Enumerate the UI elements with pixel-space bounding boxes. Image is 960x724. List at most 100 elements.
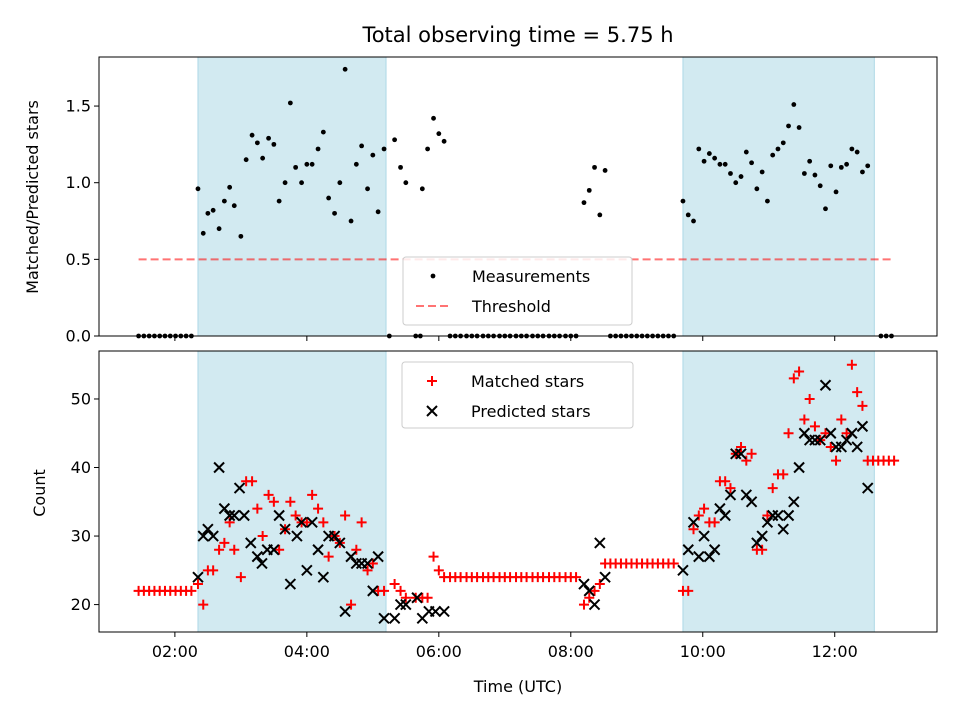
predicted-point [192,571,204,583]
matched-point [307,489,318,500]
matched-point [857,400,868,411]
measurement-point [728,171,733,176]
measurement-point [597,212,603,218]
matched-point [783,428,794,439]
predicted-point [388,612,401,625]
matched-point [219,537,230,548]
measurement-point [696,146,702,152]
predicted-point [777,523,789,535]
predicted-point [745,496,758,508]
predicted-point [740,489,753,501]
measurement-point [838,164,844,170]
measurement-point [254,140,260,146]
predicted-point [238,509,250,522]
predicted-point [372,550,384,563]
predicted-point [306,516,318,529]
measurement-point [765,198,770,204]
shaded-region [682,56,875,337]
x-tick-label: 08:00 [548,642,594,661]
x-tick-label: 10:00 [680,642,726,661]
measurement-point [586,187,592,193]
predicted-point [367,585,379,597]
measurement-point [823,206,828,212]
measurement-point [309,161,315,167]
measurement-point [759,169,765,175]
predicted-point [378,612,390,625]
predicted-point [708,544,721,556]
predicted-point [677,564,689,577]
measurement-point [205,210,211,216]
matched-point [825,441,836,452]
matched-point [846,359,857,370]
matched-point [578,599,589,610]
measurement-point [680,198,686,204]
predicted-point [361,557,374,570]
matched-point [668,558,679,569]
predicted-point [788,496,800,508]
predicted-point [394,598,407,611]
matched-point [831,455,842,466]
measurement-point [425,146,431,152]
matched-point [699,503,710,514]
measurement-point [249,132,255,138]
x-tick-label: 06:00 [416,642,462,661]
matched-point [186,585,197,596]
matched-point [720,476,731,487]
measurement-point [431,115,436,121]
measurement-point [353,161,359,167]
measurement-point [791,102,797,107]
predicted-point [228,509,240,522]
predicted-point [317,571,330,583]
measurement-point [365,186,370,192]
measurement-point [691,218,696,224]
predicted-point [835,441,848,453]
predicted-point [301,564,313,577]
measurement-point [833,189,839,195]
predicted-point [291,530,303,542]
matched-point [788,373,799,384]
measurement-point [403,180,409,186]
measurement-point [238,233,244,239]
matched-point [214,544,225,555]
shaded-region [682,350,875,633]
legend-box [402,256,633,326]
measurement-point [828,163,834,169]
predicted-point [429,605,442,618]
measurement-point [210,207,216,213]
predicted-point [856,420,869,433]
matched-point [841,428,852,439]
measurement-point [592,164,597,170]
predicted-point [599,571,611,583]
predicted-point [703,550,716,563]
predicted-point [279,523,291,535]
measurement-point [326,195,332,201]
measurement-point [320,129,326,135]
measurement-point [754,186,760,192]
y-tick-label: 20 [71,595,91,614]
matched-point [301,517,312,528]
predicted-point [862,482,874,494]
measurement-point [849,146,855,152]
matched-point [741,455,752,466]
matched-point [395,585,406,596]
matched-point [589,585,600,596]
predicted-point [251,550,264,563]
matched-point [683,585,694,596]
matched-point [274,544,285,555]
predicted-point [339,605,351,618]
measurement-point [260,155,266,161]
matched-point [804,393,815,404]
predicted-point [840,434,853,446]
predicted-point [814,434,826,446]
predicted-point [693,550,705,563]
predicted-point [268,544,280,556]
predicted-point [273,509,285,522]
measurement-point [227,184,233,190]
matched-point [192,579,203,590]
predicted-point [578,578,590,590]
measurement-point [392,137,398,143]
matched-point [400,592,411,603]
predicted-point [782,509,795,522]
bottom-x-axis-label: Time (UTC) [473,677,562,696]
